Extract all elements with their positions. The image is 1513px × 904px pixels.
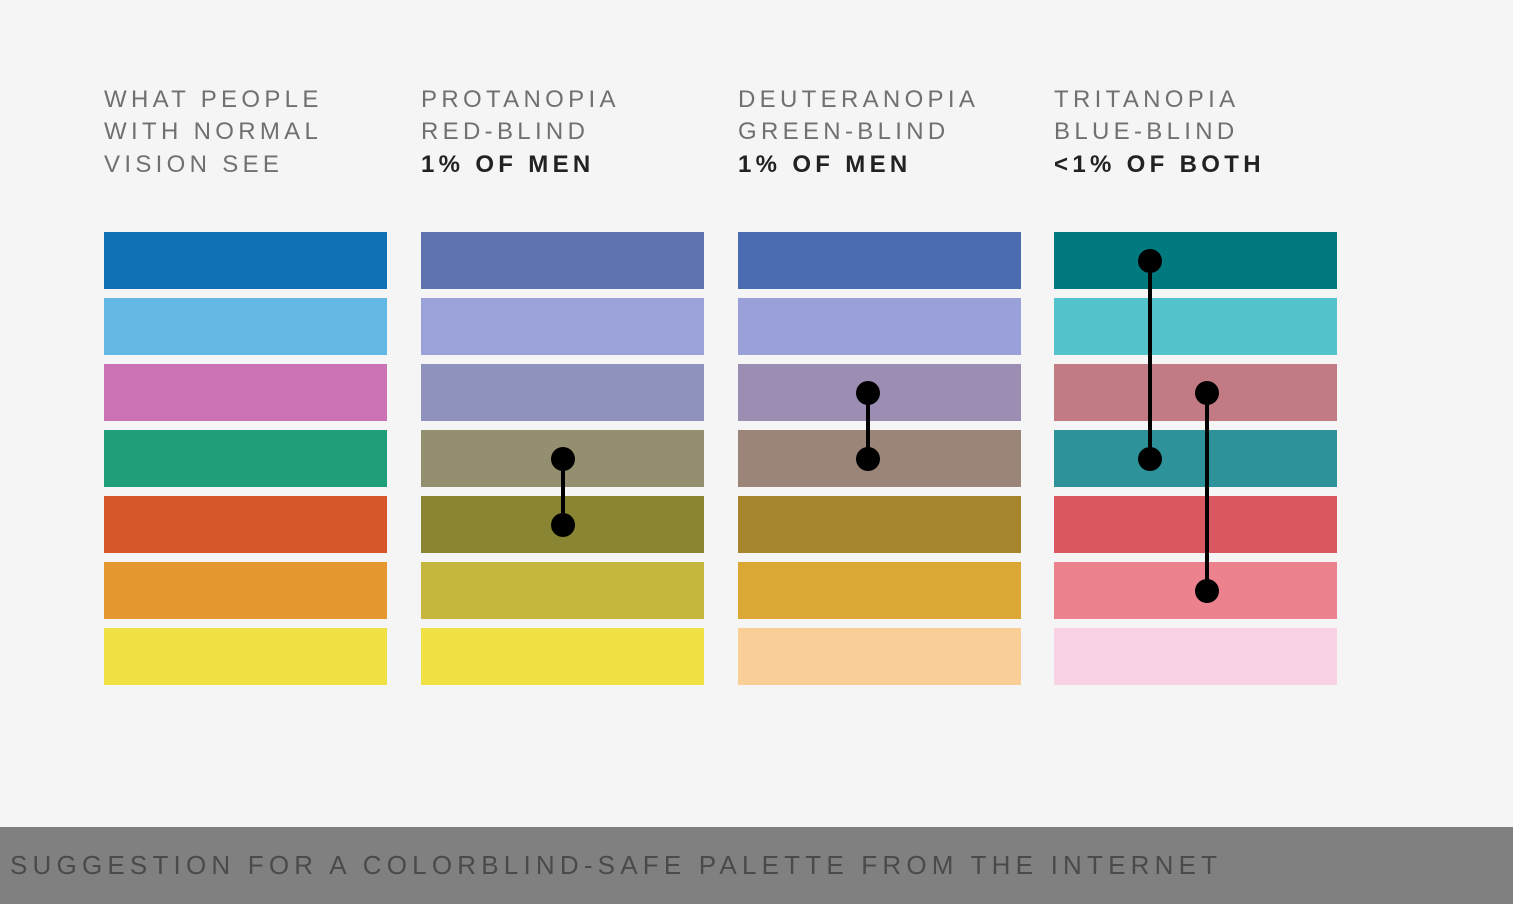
footer-band: SUGGESTION FOR A COLORBLIND-SAFE PALETTE… bbox=[0, 827, 1513, 904]
column-deuteranopia: DEUTERANOPIAGREEN-BLIND1% OF MEN bbox=[738, 84, 1021, 181]
similarity-connector-line bbox=[1205, 393, 1209, 591]
color-swatch bbox=[104, 496, 387, 553]
similarity-connector-dot bbox=[551, 447, 575, 471]
color-swatch bbox=[104, 232, 387, 289]
footer-text: SUGGESTION FOR A COLORBLIND-SAFE PALETTE… bbox=[10, 850, 1222, 881]
column-heading: DEUTERANOPIAGREEN-BLIND1% OF MEN bbox=[738, 84, 1021, 181]
color-swatch bbox=[421, 298, 704, 355]
infographic-canvas: WHAT PEOPLEWITH NORMALVISION SEE PROTANOP… bbox=[0, 0, 1513, 904]
heading-line: WHAT PEOPLE bbox=[104, 84, 387, 116]
swatch-stack bbox=[1054, 232, 1337, 685]
color-swatch bbox=[421, 628, 704, 685]
column-protanopia: PROTANOPIARED-BLIND1% OF MEN bbox=[421, 84, 704, 181]
color-swatch bbox=[738, 628, 1021, 685]
color-swatch bbox=[738, 562, 1021, 619]
color-swatch bbox=[1054, 496, 1337, 553]
color-swatch bbox=[421, 364, 704, 421]
color-swatch bbox=[104, 628, 387, 685]
swatch-stack bbox=[104, 232, 387, 685]
swatch-stack bbox=[738, 232, 1021, 685]
heading-line: GREEN-BLIND bbox=[738, 116, 1021, 148]
heading-line: VISION SEE bbox=[104, 149, 387, 181]
color-swatch bbox=[1054, 628, 1337, 685]
heading-line: PROTANOPIA bbox=[421, 84, 704, 116]
color-swatch bbox=[738, 496, 1021, 553]
color-swatch bbox=[421, 562, 704, 619]
similarity-connector-dot bbox=[856, 381, 880, 405]
similarity-connector-dot bbox=[551, 513, 575, 537]
heading-line: WITH NORMAL bbox=[104, 116, 387, 148]
heading-line: TRITANOPIA bbox=[1054, 84, 1337, 116]
swatch-stack bbox=[421, 232, 704, 685]
column-normal: WHAT PEOPLEWITH NORMALVISION SEE bbox=[104, 84, 387, 181]
column-heading: PROTANOPIARED-BLIND1% OF MEN bbox=[421, 84, 704, 181]
heading-line: RED-BLIND bbox=[421, 116, 704, 148]
heading-line: BLUE-BLIND bbox=[1054, 116, 1337, 148]
color-swatch bbox=[104, 298, 387, 355]
similarity-connector-dot bbox=[1138, 249, 1162, 273]
similarity-connector-dot bbox=[1138, 447, 1162, 471]
color-swatch bbox=[738, 298, 1021, 355]
color-swatch bbox=[104, 430, 387, 487]
similarity-connector-line bbox=[1148, 261, 1152, 459]
heading-line: DEUTERANOPIA bbox=[738, 84, 1021, 116]
color-swatch bbox=[738, 232, 1021, 289]
color-swatch bbox=[1054, 430, 1337, 487]
color-swatch bbox=[1054, 232, 1337, 289]
color-swatch bbox=[1054, 298, 1337, 355]
similarity-connector-dot bbox=[1195, 579, 1219, 603]
column-tritanopia: TRITANOPIABLUE-BLIND<1% OF BOTH bbox=[1054, 84, 1337, 181]
similarity-connector-dot bbox=[1195, 381, 1219, 405]
heading-line: 1% OF MEN bbox=[421, 149, 704, 181]
column-heading: TRITANOPIABLUE-BLIND<1% OF BOTH bbox=[1054, 84, 1337, 181]
heading-line: <1% OF BOTH bbox=[1054, 149, 1337, 181]
heading-line: 1% OF MEN bbox=[738, 149, 1021, 181]
color-swatch bbox=[104, 364, 387, 421]
color-swatch bbox=[421, 232, 704, 289]
similarity-connector-dot bbox=[856, 447, 880, 471]
column-heading: WHAT PEOPLEWITH NORMALVISION SEE bbox=[104, 84, 387, 181]
color-swatch bbox=[104, 562, 387, 619]
